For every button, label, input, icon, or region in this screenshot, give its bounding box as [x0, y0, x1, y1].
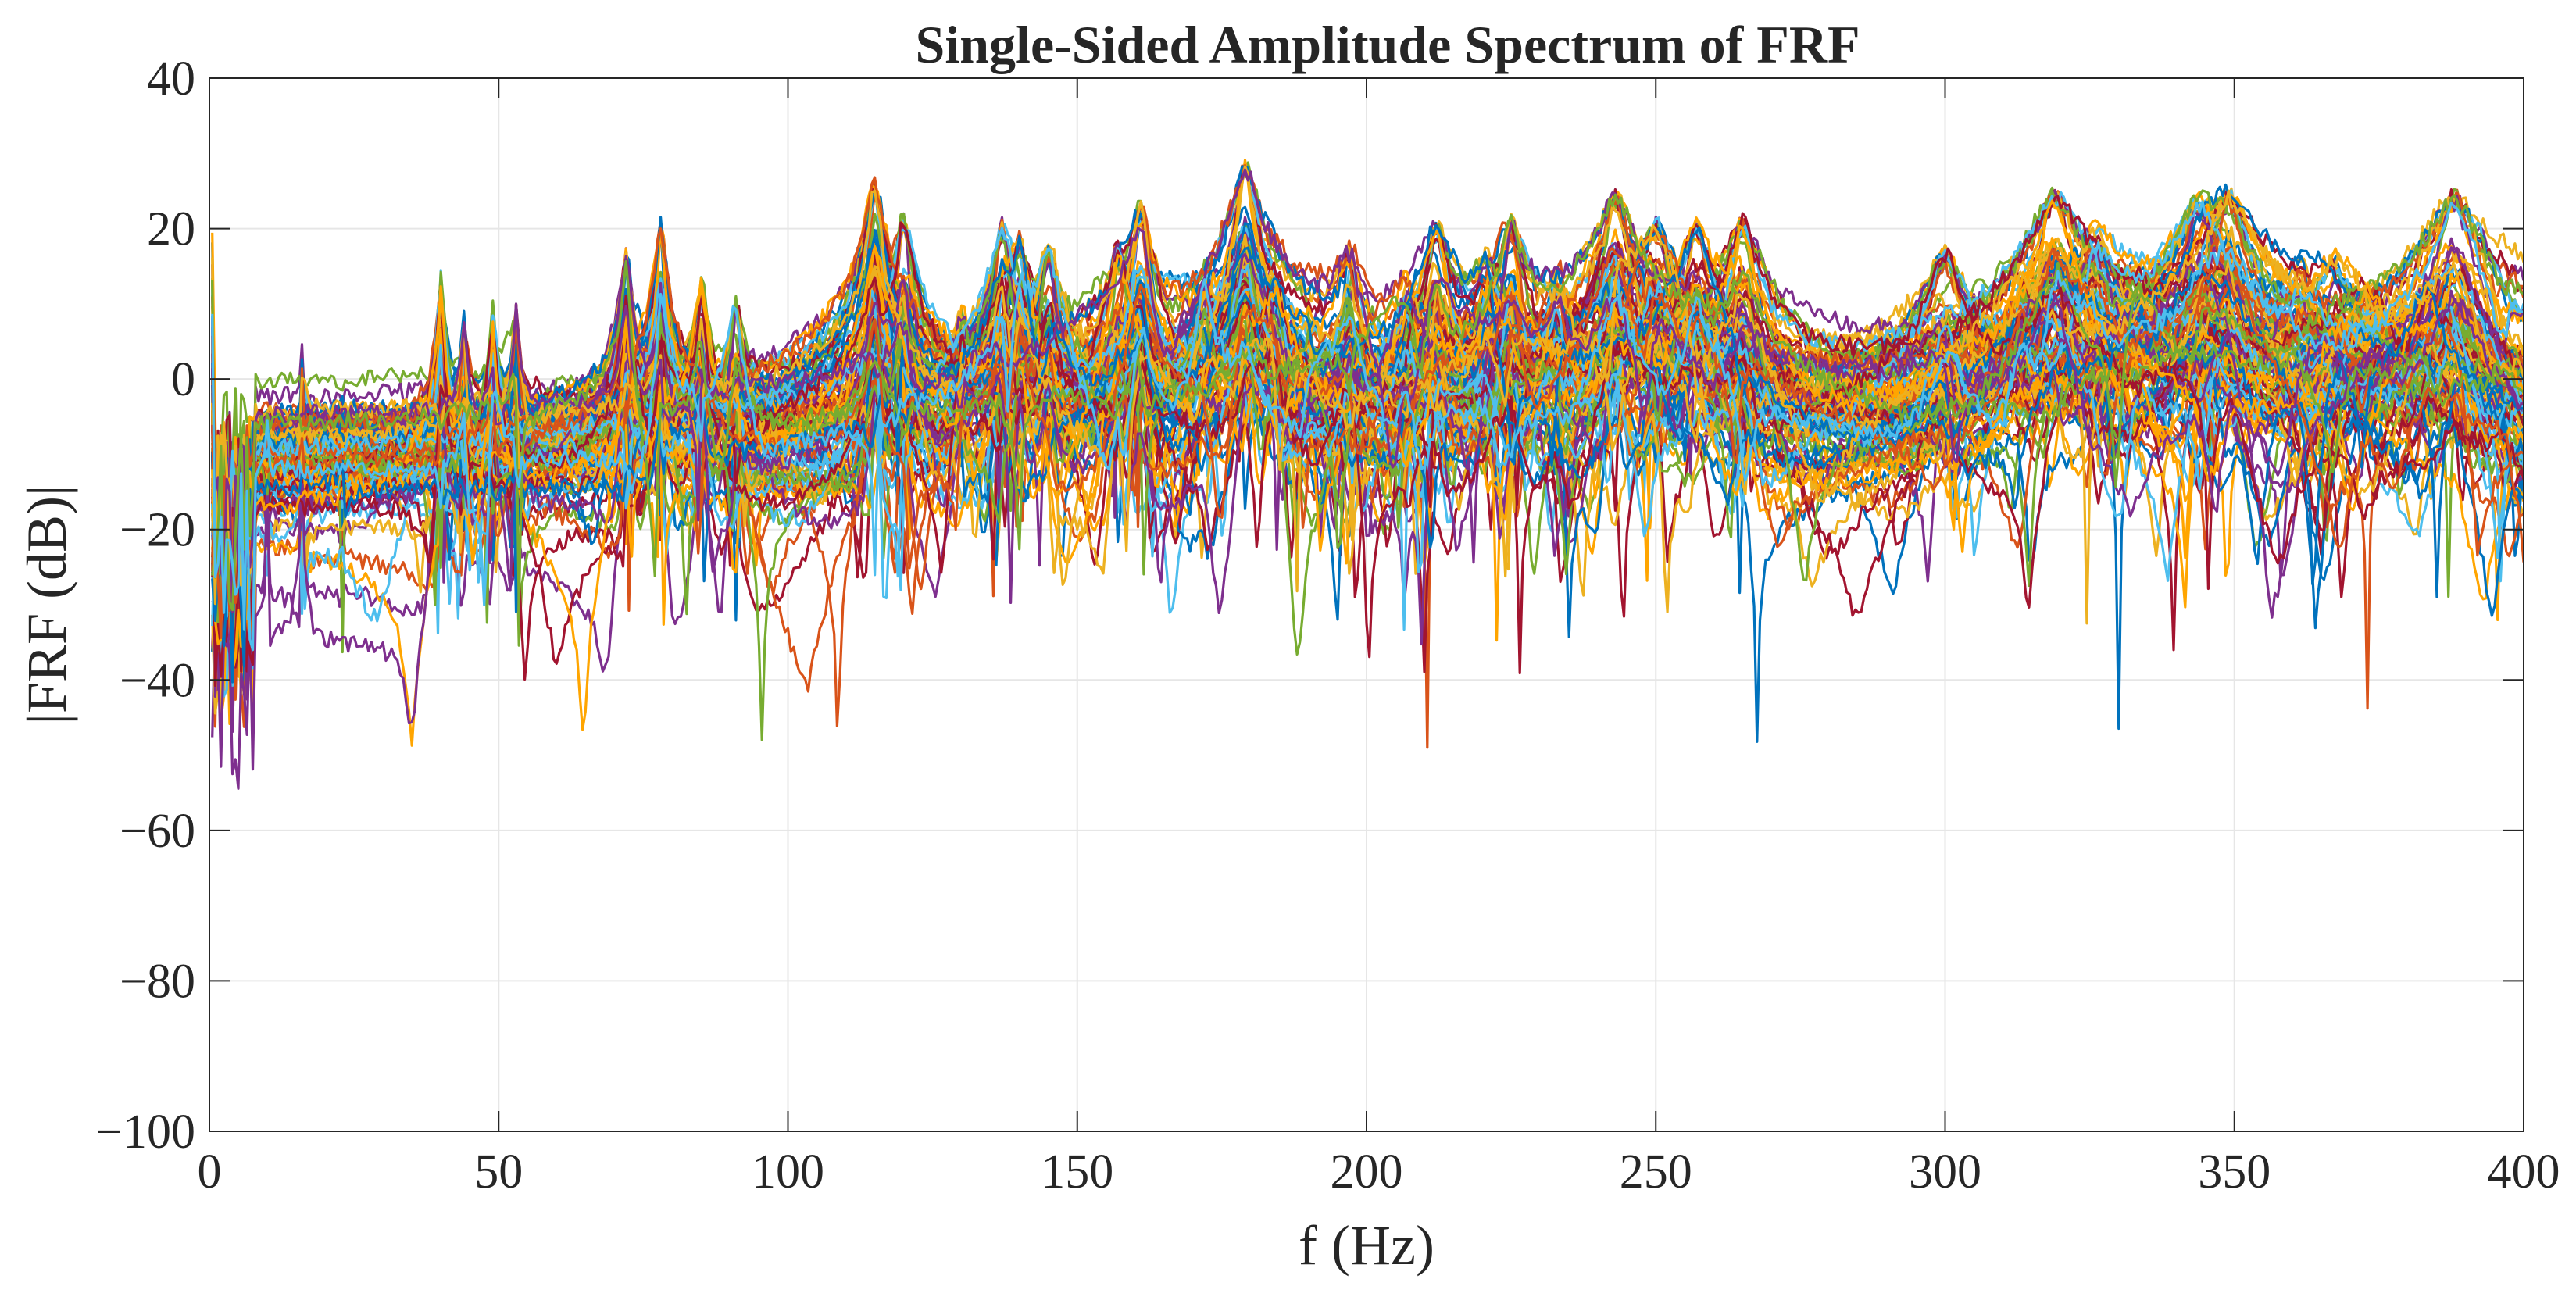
frf-series-103 — [211, 221, 2524, 688]
x-tick-label-8: 400 — [2488, 1145, 2560, 1199]
x-tick-label-4: 200 — [1331, 1145, 1403, 1199]
frf-series-96 — [211, 216, 2524, 612]
frf-series-107 — [211, 189, 2524, 606]
y-tick-label-7: −100 — [95, 1106, 195, 1159]
frf-series-102 — [211, 200, 2524, 618]
x-tick-label-5: 250 — [1620, 1145, 1692, 1199]
frf-series-109 — [211, 193, 2524, 612]
frf-series-110 — [211, 202, 2524, 652]
x-axis-label: f (Hz) — [1299, 1214, 1434, 1277]
x-tick-label-0: 0 — [198, 1145, 222, 1199]
frf-series-106 — [211, 227, 2524, 639]
frf-series-group — [211, 159, 2524, 790]
y-tick-label-0: 40 — [147, 52, 195, 105]
y-axis-label: |FRF (dB)| — [16, 485, 78, 725]
axis-ticks: 0 50 100 150 200 250 300 350 40040200−20−40−60−8… — [95, 52, 2560, 1199]
x-tick-label-2: 100 — [752, 1145, 824, 1199]
x-tick-label-3: 150 — [1041, 1145, 1113, 1199]
x-tick-label-6: 300 — [1909, 1145, 1981, 1199]
x-tick-label-1: 50 — [474, 1145, 523, 1199]
y-tick-label-1: 20 — [147, 203, 195, 256]
y-tick-label-3: −20 — [120, 504, 195, 557]
y-tick-label-5: −60 — [120, 805, 195, 858]
frf-series-98 — [211, 176, 2524, 644]
y-tick-label-4: −40 — [120, 654, 195, 707]
chart-title: Single-Sided Amplitude Spectrum of FRF — [916, 15, 1860, 74]
x-tick-label-7: 350 — [2198, 1145, 2271, 1199]
y-tick-label-6: −80 — [120, 955, 195, 1008]
y-tick-label-2: 0 — [171, 353, 195, 406]
